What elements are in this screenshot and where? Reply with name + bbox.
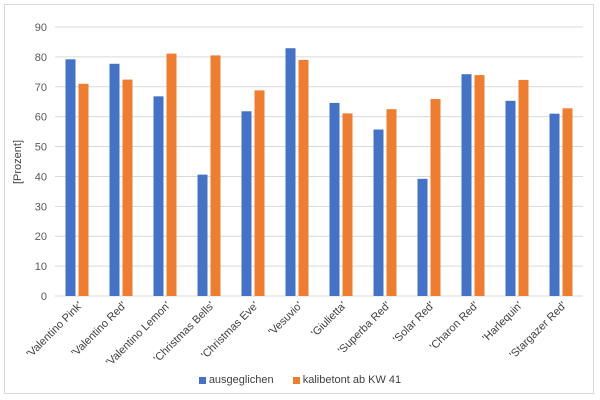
bars <box>65 48 573 297</box>
bar-ausgeglichen <box>241 111 252 296</box>
bar-kalibetont <box>78 83 89 297</box>
bar-ausgeglichen <box>109 63 120 296</box>
y-tick-label: 50 <box>35 142 47 154</box>
y-tick-label: 30 <box>35 201 47 213</box>
legend-label: ausgeglichen <box>208 374 274 386</box>
bar-ausgeglichen <box>549 113 560 296</box>
bar-kalibetont <box>254 90 265 296</box>
legend-item-kalibetont: kalibetont ab KW 41 <box>292 374 402 386</box>
y-tick-label: 10 <box>35 261 47 273</box>
y-tick-label: 70 <box>35 82 47 94</box>
y-tick-label: 0 <box>41 291 47 303</box>
bar-ausgeglichen <box>417 178 428 296</box>
y-tick-label: 20 <box>35 231 47 243</box>
y-axis-ticks: 0 10 20 30 40 50 60 70 80 90 <box>35 22 47 303</box>
bar-kalibetont <box>166 53 177 297</box>
bar-kalibetont <box>430 99 441 296</box>
y-tick-label: 40 <box>35 171 47 183</box>
bar-ausgeglichen <box>329 102 340 296</box>
legend-item-ausgeglichen: ausgeglichen <box>198 374 274 386</box>
bar-kalibetont <box>298 59 309 296</box>
y-tick-label: 80 <box>35 52 47 64</box>
bar-ausgeglichen <box>373 129 384 296</box>
x-axis-labels: 'Valentino Pink''Valentino Red''Valentin… <box>25 300 570 369</box>
bar-kalibetont <box>122 79 133 296</box>
gridlines <box>55 26 583 297</box>
x-tick-label: 'Harlequin' <box>480 300 525 345</box>
bar-ausgeglichen <box>65 59 76 296</box>
bar-ausgeglichen <box>153 96 164 296</box>
x-tick-label: 'Solar Red' <box>391 300 437 346</box>
bar-ausgeglichen <box>461 74 472 296</box>
bar-kalibetont <box>342 113 353 296</box>
legend-label: kalibetont ab KW 41 <box>302 374 402 386</box>
bar-kalibetont <box>210 55 221 297</box>
y-tick-label: 60 <box>35 112 47 124</box>
legend-swatch-blue <box>198 376 206 384</box>
bar-ausgeglichen <box>197 174 208 296</box>
x-tick-label: 'Giulietta' <box>309 300 349 340</box>
bar-kalibetont <box>386 109 397 296</box>
bar-kalibetont <box>518 79 529 296</box>
bar-ausgeglichen <box>505 100 516 296</box>
legend-swatch-orange <box>292 376 300 384</box>
y-tick-label: 90 <box>35 22 47 34</box>
bar-ausgeglichen <box>285 48 296 296</box>
x-tick-label: 'Vesuvio' <box>266 300 305 339</box>
y-axis-label: [Prozent] <box>12 140 24 184</box>
bar-kalibetont <box>474 75 485 296</box>
legend: ausgeglichen kalibetont ab KW 41 <box>0 374 600 387</box>
bar-kalibetont <box>562 108 573 296</box>
